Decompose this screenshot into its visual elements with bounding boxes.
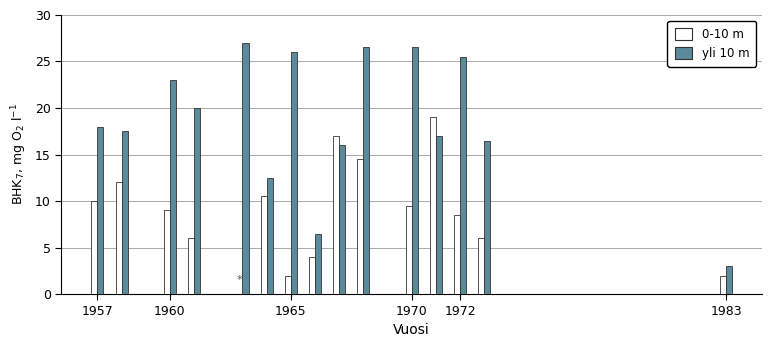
Bar xyxy=(436,136,442,294)
Bar xyxy=(291,52,297,294)
Bar xyxy=(405,206,411,294)
Bar xyxy=(339,145,345,294)
Bar xyxy=(188,238,194,294)
Bar xyxy=(122,131,127,294)
Bar xyxy=(261,196,266,294)
Bar xyxy=(194,108,200,294)
Bar xyxy=(266,178,273,294)
Bar xyxy=(364,47,370,294)
Bar xyxy=(334,136,339,294)
Bar xyxy=(726,266,732,294)
Bar xyxy=(484,141,490,294)
X-axis label: Vuosi: Vuosi xyxy=(394,323,430,337)
Bar xyxy=(116,183,122,294)
Bar xyxy=(97,127,103,294)
Legend: 0-10 m, yli 10 m: 0-10 m, yli 10 m xyxy=(668,20,757,67)
Bar xyxy=(164,210,170,294)
Bar xyxy=(242,43,249,294)
Bar xyxy=(315,234,321,294)
Bar xyxy=(285,276,291,294)
Text: *: * xyxy=(237,275,242,285)
Bar xyxy=(460,57,466,294)
Bar xyxy=(411,47,418,294)
Bar xyxy=(309,257,315,294)
Y-axis label: BHK$_7$, mg O$_2$ l$^{-1}$: BHK$_7$, mg O$_2$ l$^{-1}$ xyxy=(10,104,29,205)
Bar xyxy=(91,201,97,294)
Bar xyxy=(170,80,176,294)
Bar xyxy=(430,117,436,294)
Bar xyxy=(720,276,726,294)
Bar xyxy=(357,159,364,294)
Bar xyxy=(454,215,460,294)
Bar xyxy=(478,238,484,294)
